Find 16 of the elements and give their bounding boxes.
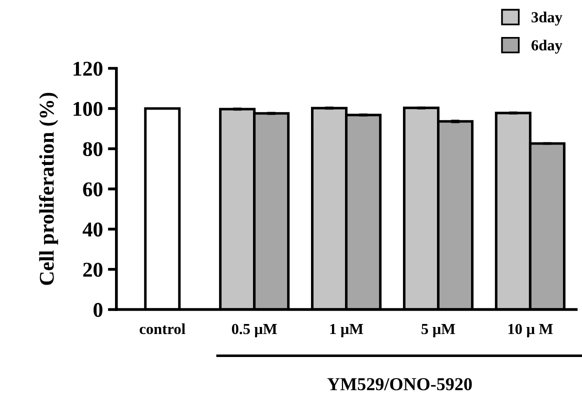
y-axis-title: Cell proliferation (%) — [38, 92, 58, 285]
legend-label: 3day — [532, 12, 562, 26]
y-tick-label: 20 — [83, 262, 102, 277]
y-tick-label: 80 — [83, 142, 102, 156]
x-tick-label: 10 μ M — [508, 324, 553, 338]
x-tick-label: 1 μM — [330, 324, 364, 338]
x-axis-title: YM529/ONO-5920 — [327, 378, 472, 390]
y-tick-label: 120 — [74, 62, 102, 76]
y-tick-label: 0 — [94, 302, 102, 317]
y-tick-label: 60 — [83, 182, 102, 196]
x-tick-label: 5 μM — [422, 324, 456, 338]
y-tick-label: 100 — [74, 102, 102, 116]
legend-label: 6day — [532, 40, 562, 54]
x-tick-label: 0.5 μM — [232, 324, 277, 338]
y-tick-label: 40 — [82, 222, 102, 237]
x-tick-label: control — [140, 323, 186, 334]
